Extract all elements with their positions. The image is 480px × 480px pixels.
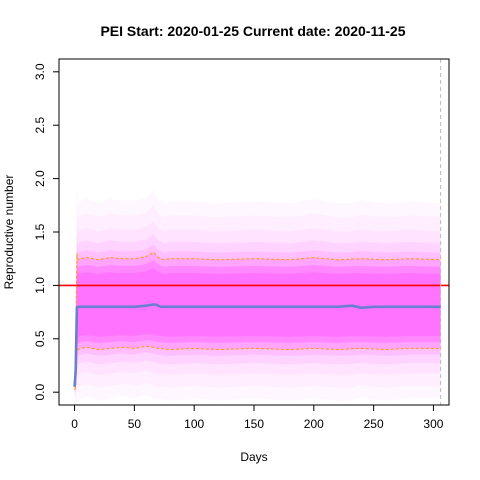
chart-title: PEI Start: 2020-01-25 Current date: 2020… xyxy=(100,23,405,39)
y-tick-label: 1.5 xyxy=(33,223,47,240)
x-tick-label: 150 xyxy=(244,417,264,431)
y-tick-label: 3.0 xyxy=(33,63,47,80)
x-tick-label: 100 xyxy=(184,417,204,431)
y-tick-label: 0.5 xyxy=(33,330,47,347)
y-tick-label: 2.5 xyxy=(33,117,47,134)
y-axis-label: Reproductive number xyxy=(2,175,16,290)
x-tick-label: 0 xyxy=(71,417,78,431)
x-tick-label: 250 xyxy=(364,417,384,431)
posterior-sample-cloud xyxy=(75,188,441,406)
x-tick-label: 50 xyxy=(128,417,142,431)
x-tick-label: 200 xyxy=(304,417,324,431)
y-tick-label: 2.0 xyxy=(33,170,47,187)
y-tick-label: 0.0 xyxy=(33,384,47,401)
y-tick-label: 1.0 xyxy=(33,277,47,294)
x-tick-label: 300 xyxy=(423,417,443,431)
x-axis-label: Days xyxy=(240,450,267,464)
